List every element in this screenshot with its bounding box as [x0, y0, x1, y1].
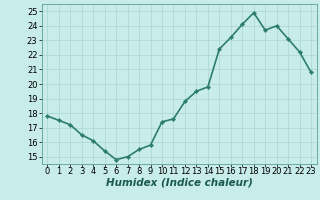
X-axis label: Humidex (Indice chaleur): Humidex (Indice chaleur): [106, 177, 252, 187]
